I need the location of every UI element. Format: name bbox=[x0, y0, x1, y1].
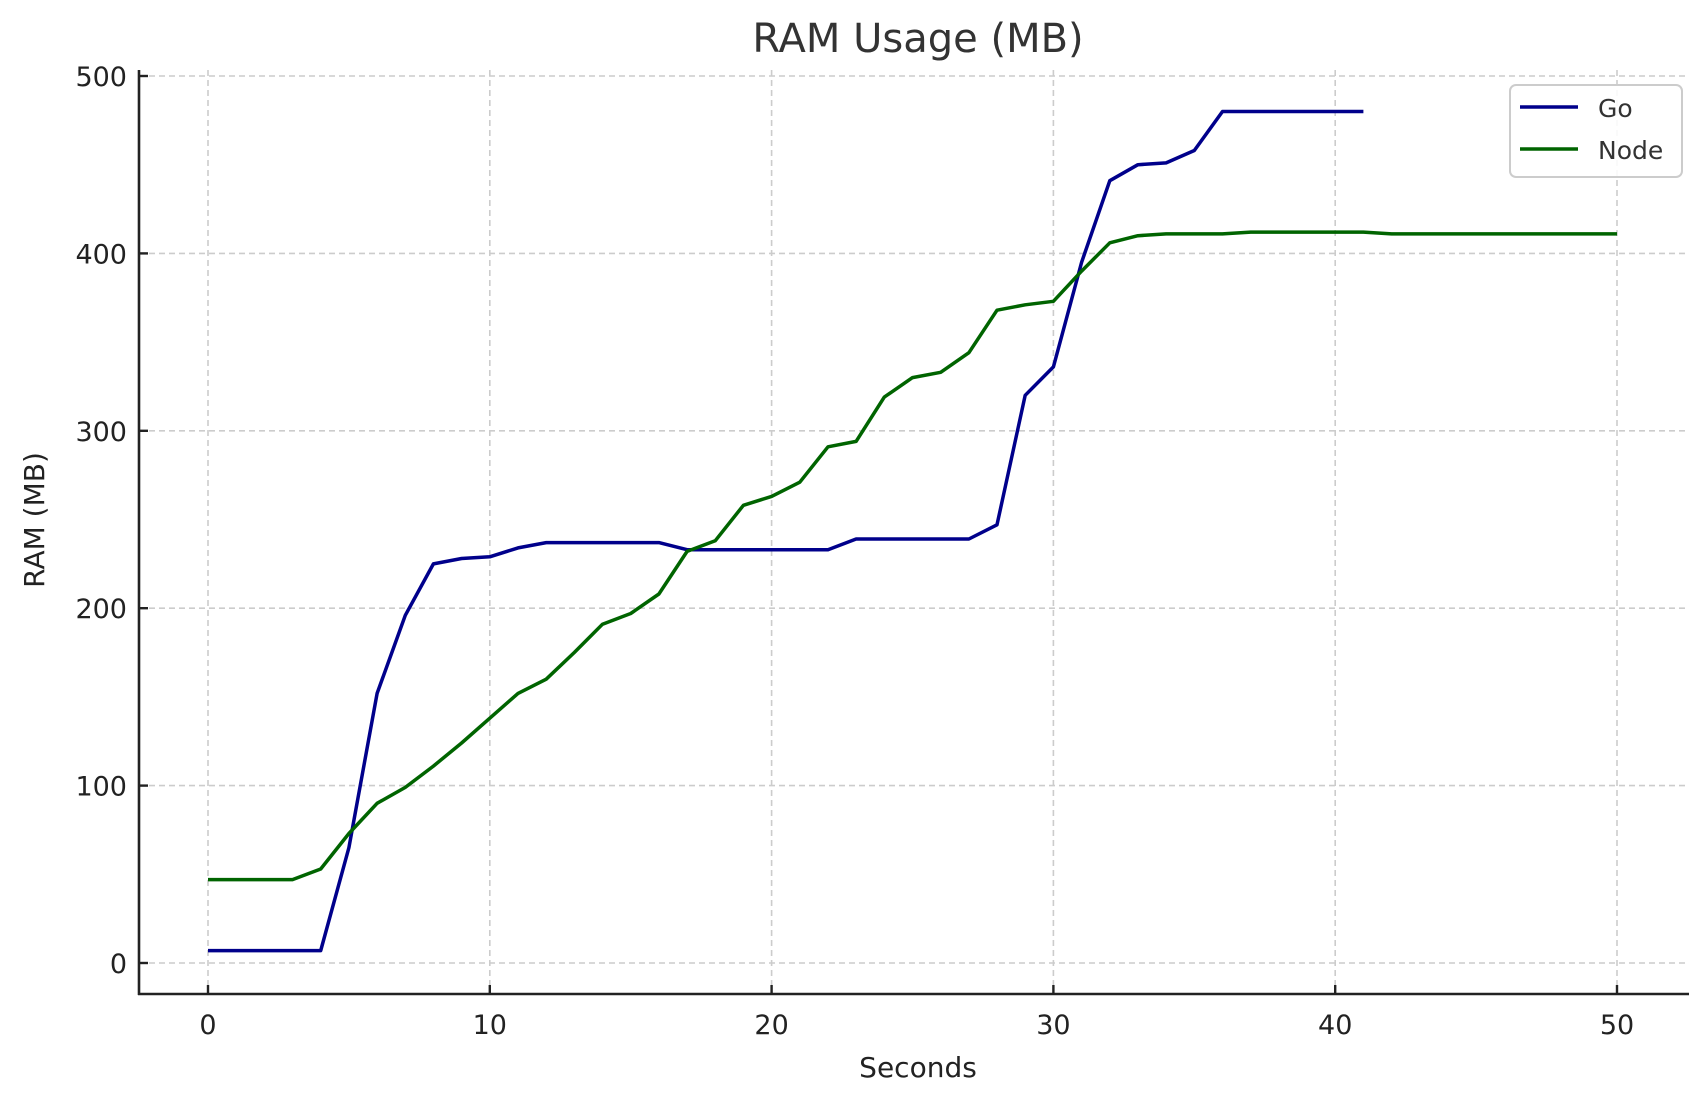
y-axis-label: RAM (MB) bbox=[18, 452, 51, 588]
y-tick-label: 200 bbox=[75, 594, 127, 625]
legend: Go Node bbox=[1509, 84, 1683, 178]
y-tick-label: 300 bbox=[75, 417, 127, 448]
y-tick-label: 400 bbox=[75, 239, 127, 270]
grid-lines bbox=[139, 70, 1689, 994]
legend-item-node: Node bbox=[1520, 136, 1663, 165]
x-tick-label: 30 bbox=[1036, 1010, 1070, 1041]
x-tick-label: 20 bbox=[754, 1010, 788, 1041]
chart-title: RAM Usage (MB) bbox=[752, 16, 1083, 62]
x-tick-label: 40 bbox=[1318, 1010, 1352, 1041]
x-tick-label: 50 bbox=[1600, 1010, 1634, 1041]
series-line-go bbox=[208, 109, 1364, 953]
y-tick-label: 100 bbox=[75, 772, 127, 803]
x-tick-label: 0 bbox=[199, 1010, 216, 1041]
y-tick-label: 0 bbox=[110, 949, 127, 980]
series-line-node bbox=[208, 230, 1617, 882]
x-tick-label: 10 bbox=[473, 1010, 507, 1041]
legend-label-go: Go bbox=[1598, 94, 1633, 123]
legend-item-go: Go bbox=[1520, 94, 1633, 123]
x-axis-label: Seconds bbox=[859, 1051, 977, 1084]
y-tick-label: 500 bbox=[75, 62, 127, 93]
legend-label-node: Node bbox=[1598, 136, 1663, 165]
series-lines bbox=[208, 109, 1617, 953]
